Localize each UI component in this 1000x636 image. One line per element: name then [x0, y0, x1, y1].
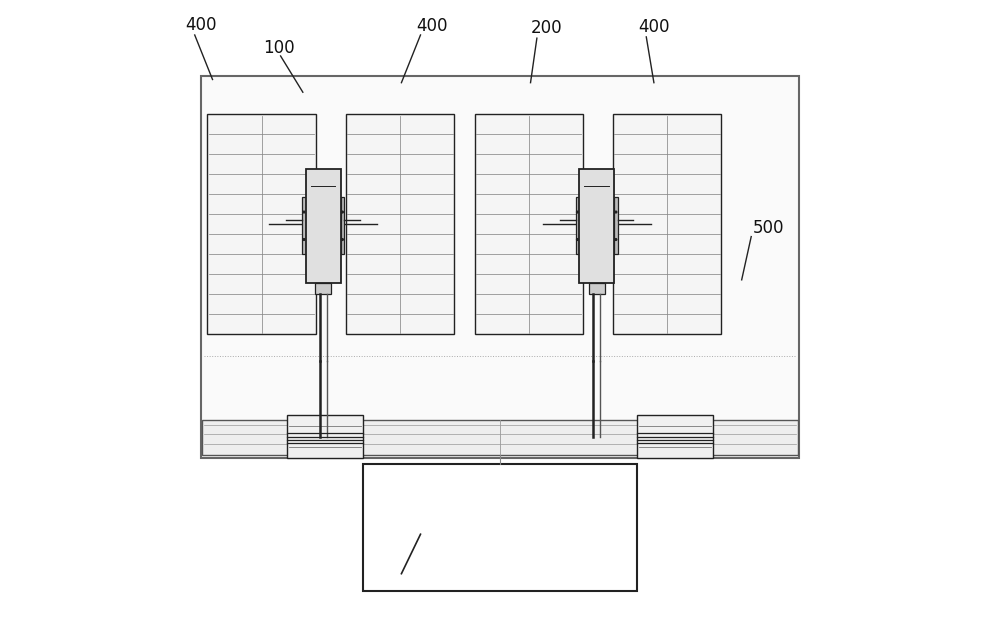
Circle shape	[303, 238, 305, 240]
Text: 500: 500	[753, 219, 785, 237]
Text: 300: 300	[386, 576, 417, 593]
Bar	[315, 283, 331, 294]
Circle shape	[577, 211, 578, 213]
Text: 200: 200	[531, 19, 562, 37]
Bar	[363, 464, 637, 591]
Bar	[579, 169, 614, 283]
Circle shape	[615, 211, 617, 213]
Circle shape	[615, 238, 617, 240]
Bar	[346, 114, 454, 334]
Text: 400: 400	[416, 17, 448, 34]
Bar	[287, 415, 363, 458]
Bar	[201, 76, 799, 458]
Bar	[302, 197, 306, 254]
Circle shape	[577, 238, 578, 240]
Bar	[589, 283, 605, 294]
Bar	[614, 197, 618, 254]
Bar	[613, 114, 721, 334]
Bar	[207, 114, 316, 334]
Bar	[341, 197, 344, 254]
Bar	[306, 169, 341, 283]
Circle shape	[342, 211, 343, 213]
Bar	[202, 420, 798, 455]
Text: 100: 100	[263, 39, 295, 57]
Bar	[576, 197, 579, 254]
Text: 400: 400	[639, 18, 670, 36]
Circle shape	[303, 211, 305, 213]
Text: 400: 400	[185, 16, 217, 34]
Bar	[475, 114, 583, 334]
Circle shape	[342, 238, 343, 240]
Bar	[637, 415, 713, 458]
